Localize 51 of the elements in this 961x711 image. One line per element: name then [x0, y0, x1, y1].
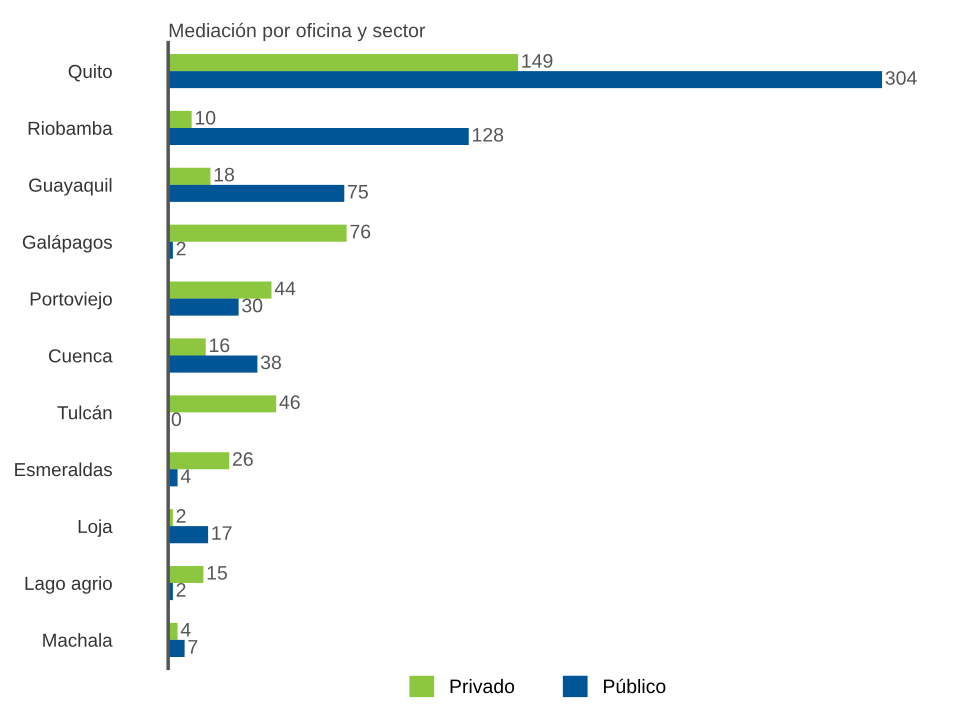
y-tick-label: Loja — [78, 519, 113, 537]
y-tick-label: Galápagos — [22, 234, 112, 253]
y-tick-label: Esmeraldas — [15, 462, 112, 476]
chart-title: Mediación por oficina y sector — [170, 22, 426, 42]
data-label: 4 — [180, 469, 191, 483]
bar — [168, 224, 347, 242]
data-label: 2 — [176, 242, 186, 256]
data-label: 26 — [232, 452, 253, 466]
y-tick-label: Cuenca — [48, 349, 113, 362]
y-tick-label: Lago agrio — [26, 576, 112, 594]
data-label: 2 — [176, 509, 186, 523]
y-tick-label: Riobamba — [28, 121, 113, 135]
bar — [168, 71, 882, 88]
data-label: 149 — [522, 54, 552, 68]
data-label: 76 — [350, 224, 370, 238]
y-tick-label: Quito — [68, 64, 112, 82]
data-label: 0 — [172, 412, 182, 426]
data-label: 16 — [210, 338, 230, 352]
y-tick-label: Machala — [43, 633, 113, 647]
bar — [168, 282, 272, 299]
bar — [168, 54, 518, 72]
data-label: 304 — [886, 71, 917, 85]
data-label: 30 — [242, 298, 262, 312]
y-tick-label: Guayaquil — [29, 178, 112, 196]
bar — [168, 395, 276, 412]
data-label: 75 — [348, 185, 368, 199]
bar — [168, 452, 230, 470]
bar — [168, 184, 344, 202]
bar — [168, 338, 206, 356]
bar — [168, 298, 239, 316]
data-label: 128 — [473, 128, 504, 142]
data-label: 2 — [176, 583, 186, 597]
bar — [168, 128, 469, 146]
data-label: 46 — [279, 395, 300, 410]
data-label: 15 — [208, 566, 227, 580]
data-label: 17 — [212, 526, 232, 540]
y-tick-label: Tulcán — [57, 405, 112, 420]
legend-label: Público — [604, 678, 666, 694]
bar — [168, 168, 210, 185]
data-label: 18 — [214, 168, 234, 182]
data-label: 7 — [188, 640, 198, 654]
data-label: 10 — [196, 110, 216, 125]
bar — [168, 356, 258, 373]
legend-label: Privado — [450, 678, 514, 694]
y-tick-label: Portoviejo — [30, 292, 112, 310]
data-label: 44 — [274, 282, 296, 296]
bar — [168, 526, 208, 544]
data-label: 38 — [260, 355, 281, 370]
bar — [168, 566, 204, 584]
data-label: 4 — [180, 623, 191, 636]
bar — [168, 110, 192, 128]
